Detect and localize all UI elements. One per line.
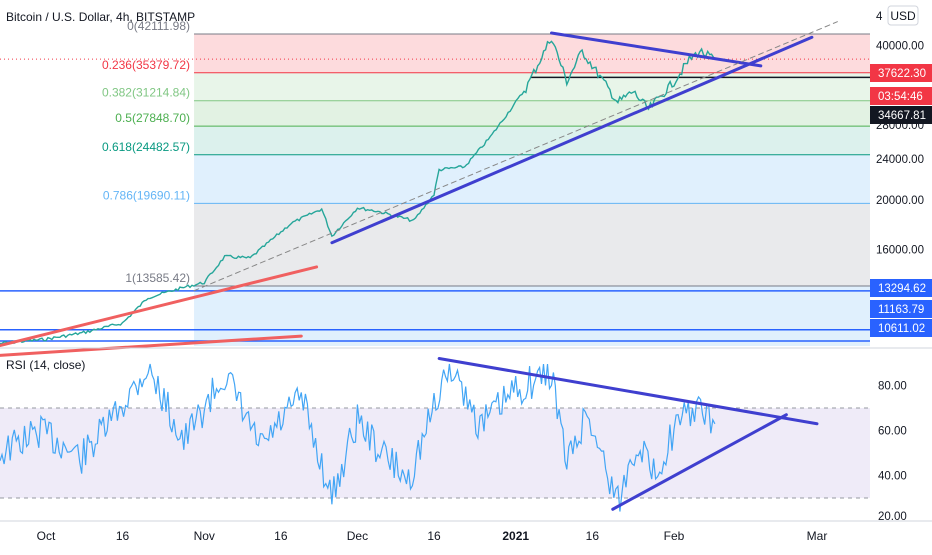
price-tick-label-0: 40000.00 (876, 40, 924, 52)
fib-label-0: 0(42111.98) (127, 19, 190, 33)
trendline-3 (0, 334, 303, 357)
trendline-6 (611, 413, 788, 511)
rsi-tick-label-2: 40.00 (878, 471, 907, 483)
rsi-tick-label-3: 20.00 (878, 511, 907, 523)
fib-zone-4 (194, 154, 871, 204)
price-panel-background (0, 0, 870, 346)
chart-title: Bitcoin / U.S. Dollar, 4h, BITSTAMP (6, 10, 195, 24)
rsi-series-line (0, 363, 716, 512)
rsi-band (0, 408, 870, 498)
price-badge-label-0: 37622.30 (878, 68, 926, 80)
time-axis-background (0, 521, 932, 550)
price-badge-3 (870, 279, 932, 297)
time-tick-label-3: 16 (274, 529, 288, 543)
price-badge-5 (870, 319, 932, 337)
fib-zone-3 (194, 126, 871, 155)
fib-label-2: 0.382(31214.84) (102, 86, 190, 100)
time-tick-label-7: 16 (586, 529, 600, 543)
time-tick-label-2: Nov (194, 529, 215, 543)
price-badge-label-2: 34667.81 (878, 110, 926, 122)
time-tick-label-9: Mar (807, 529, 828, 543)
fib-label-6: 1(13585.42) (125, 271, 190, 285)
price-badge-1 (870, 87, 932, 105)
fib-zone-5 (194, 203, 871, 286)
trendline-5 (437, 357, 819, 426)
time-tick-label-5: 16 (427, 529, 441, 543)
price-badge-label-5: 10611.02 (878, 323, 925, 335)
price-tick-label-top: 4 (876, 11, 883, 23)
trendline-1 (549, 31, 763, 68)
price-badge-label-3: 13294.62 (878, 283, 926, 295)
fib-label-4: 0.618(24482.57) (102, 140, 190, 154)
fib-label-3: 0.5(27848.70) (115, 111, 190, 125)
fib-zone-extension (194, 286, 871, 346)
price-badge-4 (870, 300, 932, 318)
price-badge-label-1: 03:54:46 (878, 91, 923, 103)
time-tick-label-1: 16 (116, 529, 130, 543)
price-tick-label-3: 20000.00 (876, 195, 924, 207)
trendline-4 (193, 21, 838, 292)
time-tick-label-8: Feb (664, 529, 685, 543)
price-series-line (0, 40, 716, 345)
trendline-2 (0, 265, 319, 348)
price-badge-label-4: 11163.79 (878, 304, 924, 316)
rsi-axis-background (870, 349, 932, 521)
price-tick-label-4: 16000.00 (876, 245, 924, 257)
rsi-tick-label-0: 80.00 (878, 381, 907, 393)
time-tick-label-6: 2021 (502, 529, 529, 543)
fib-zone-0 (194, 34, 871, 73)
fib-label-5: 0.786(19690.11) (103, 188, 190, 202)
trendline-0 (330, 35, 814, 245)
time-tick-label-0: Oct (37, 529, 56, 543)
currency-button-label: USD (890, 9, 916, 23)
price-tick-label-2: 24000.00 (876, 154, 924, 166)
fib-label-1: 0.236(35379.72) (102, 58, 190, 72)
price-badge-2 (870, 106, 932, 124)
currency-button[interactable]: USD (887, 5, 919, 26)
rsi-tick-label-1: 60.00 (878, 426, 907, 438)
fib-zone-2 (194, 100, 871, 127)
rsi-label: RSI (14, close) (6, 358, 85, 372)
price-badge-0 (870, 64, 932, 82)
time-tick-label-4: Dec (347, 529, 368, 543)
